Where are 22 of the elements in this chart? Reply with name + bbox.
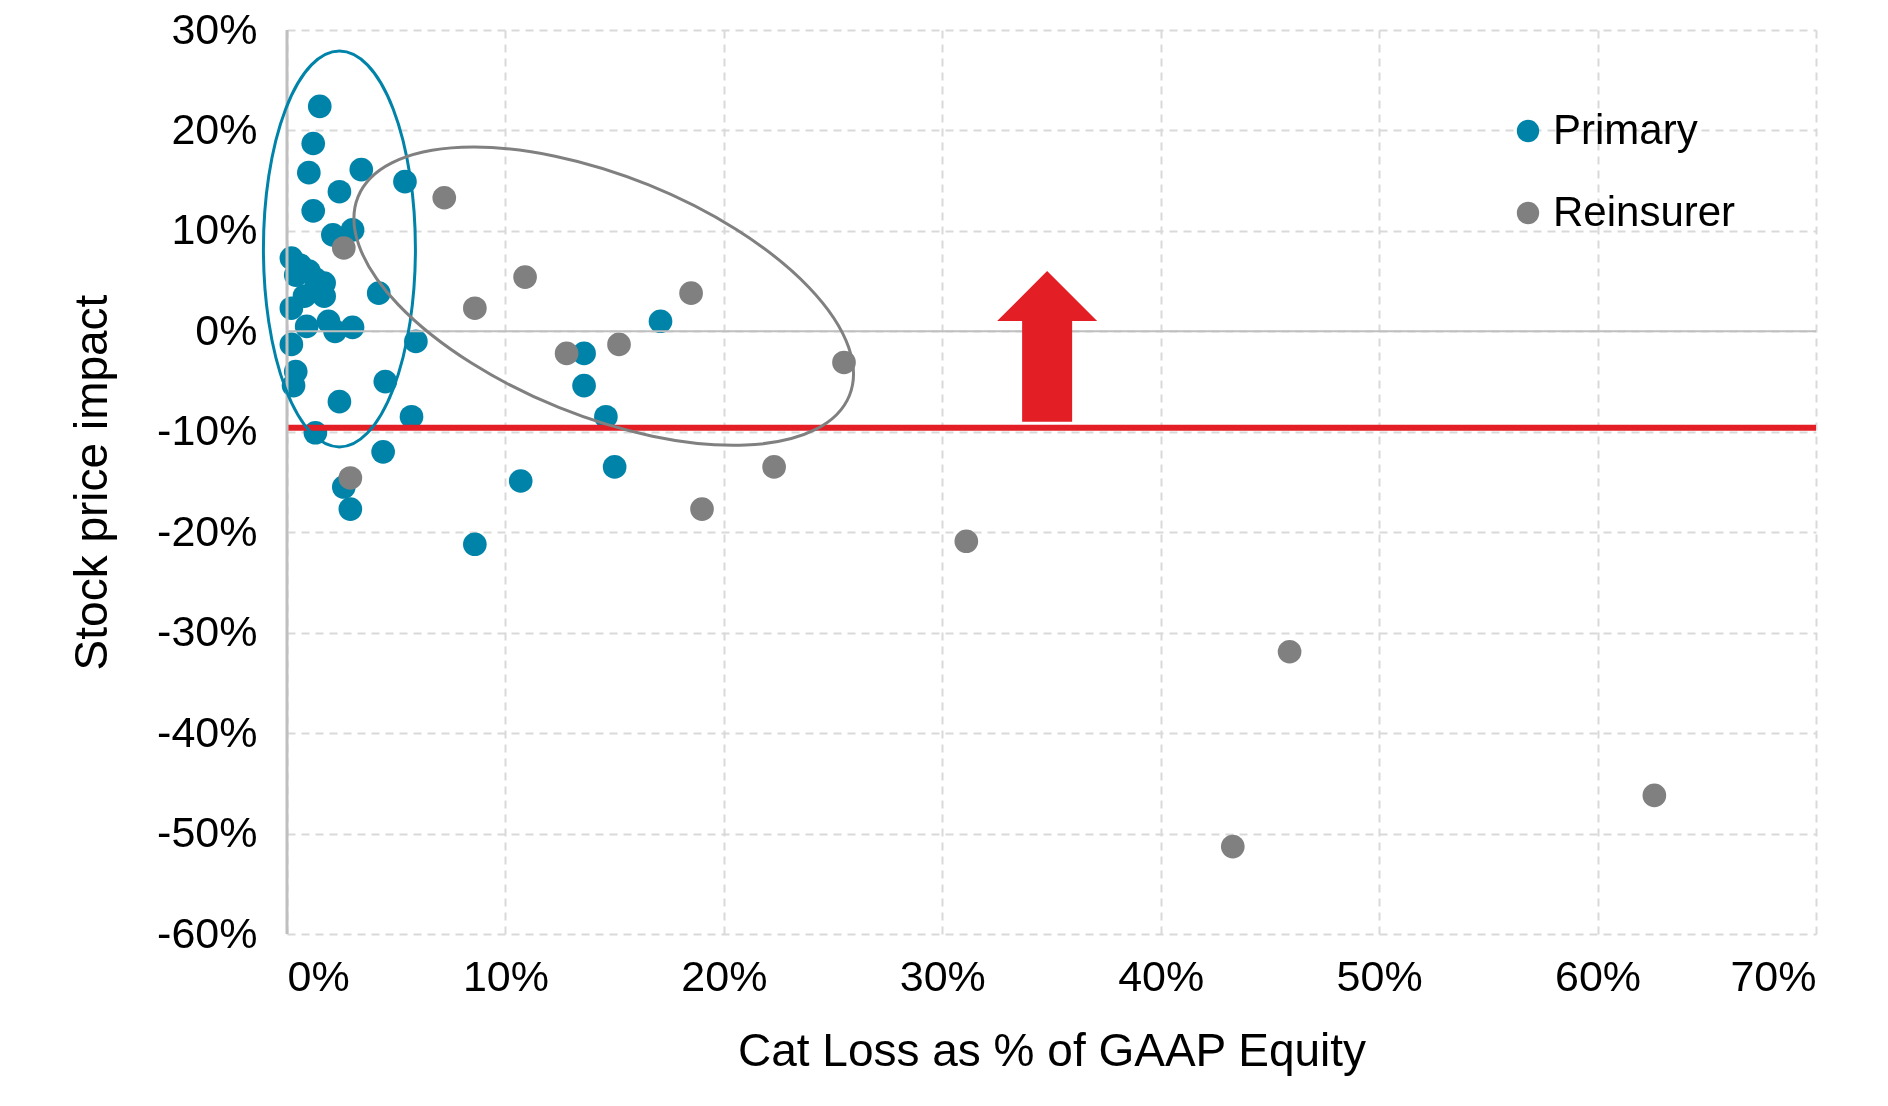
y-tick-label: 0% <box>195 305 258 354</box>
x-tick-label: 10% <box>462 951 549 1000</box>
legend-label: Primary <box>1553 106 1698 153</box>
y-tick-label: 30% <box>171 4 258 53</box>
x-tick-label: 40% <box>1118 951 1205 1000</box>
x-tick-label: 50% <box>1336 951 1423 1000</box>
y-tick-label: -40% <box>157 707 258 756</box>
x-axis-title: Cat Loss as % of GAAP Equity <box>737 1023 1367 1076</box>
y-tick-label: -50% <box>157 808 258 857</box>
x-tick-label: 60% <box>1555 951 1642 1000</box>
y-tick-label: -60% <box>157 908 258 957</box>
x-tick-label: 20% <box>681 951 768 1000</box>
y-tick-label: -10% <box>157 406 258 455</box>
legend-label: Reinsurer <box>1553 188 1736 235</box>
x-tick-label: 0% <box>287 951 350 1000</box>
y-tick-label: 20% <box>171 104 258 153</box>
x-tick-label: 70% <box>1730 951 1817 1000</box>
y-tick-label: -20% <box>157 506 258 555</box>
y-tick-label: -30% <box>157 607 258 656</box>
y-tick-label: 10% <box>171 205 258 254</box>
x-tick-label: 30% <box>899 951 986 1000</box>
y-axis-title: Stock price impact <box>65 294 118 671</box>
